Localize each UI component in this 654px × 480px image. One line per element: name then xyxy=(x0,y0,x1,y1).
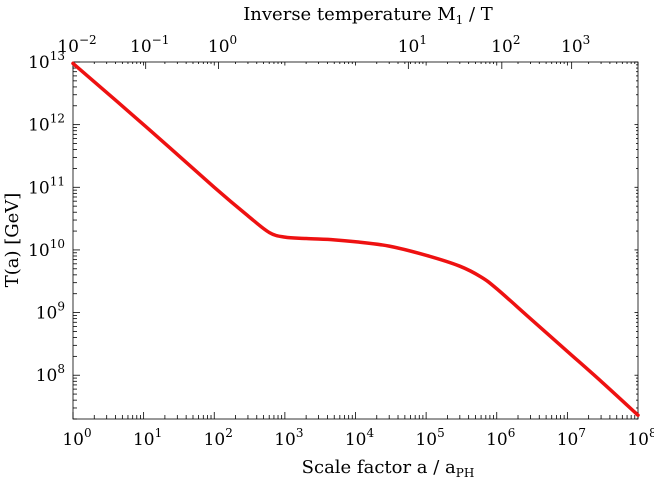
x-tick-label: 105 xyxy=(415,426,444,450)
x-tick-label: 100 xyxy=(62,426,91,450)
top-tick-label: 10−2 xyxy=(57,33,96,57)
x-axis-label-main: Scale factor a / a xyxy=(302,457,456,478)
x-axis-label: Scale factor a / aPH xyxy=(302,457,475,480)
ticks xyxy=(72,61,639,420)
series-line-temperature xyxy=(71,61,640,417)
top-tick-label: 103 xyxy=(561,33,590,57)
x-axis-label-sub: PH xyxy=(456,466,475,480)
top-axis-label-sub: 1 xyxy=(456,13,464,27)
x-tick-label: 108 xyxy=(627,426,654,450)
x-tick-label: 103 xyxy=(274,426,303,450)
x-tick-label: 102 xyxy=(204,426,233,450)
y-tick-label: 1011 xyxy=(28,174,65,198)
x-tick-label: 101 xyxy=(133,426,162,450)
y-tick-label: 109 xyxy=(36,300,65,324)
top-tick-label: 101 xyxy=(398,33,427,57)
x-tick-label: 104 xyxy=(345,426,375,450)
top-tick-label: 102 xyxy=(491,33,520,57)
top-axis-label-tail: / T xyxy=(463,4,493,25)
y-tick-label: 108 xyxy=(36,362,65,386)
tick-labels: 100 101 102 103 104 105 106 107 108 108 109 1010 101… xyxy=(28,33,654,450)
y-tick-label: 1013 xyxy=(28,49,65,73)
y-tick-label: 1012 xyxy=(28,112,65,136)
top-tick-label: 100 xyxy=(208,33,237,57)
top-tick-label: 10−1 xyxy=(130,33,169,57)
top-axis-label: Inverse temperature M1 / T xyxy=(243,4,493,27)
y-tick-label: 1010 xyxy=(28,237,65,261)
x-tick-label: 107 xyxy=(557,426,586,450)
x-tick-label: 106 xyxy=(486,426,515,450)
y-axis-label: T(a) [GeV] xyxy=(2,193,23,288)
top-axis-label-main: Inverse temperature M xyxy=(243,4,455,25)
